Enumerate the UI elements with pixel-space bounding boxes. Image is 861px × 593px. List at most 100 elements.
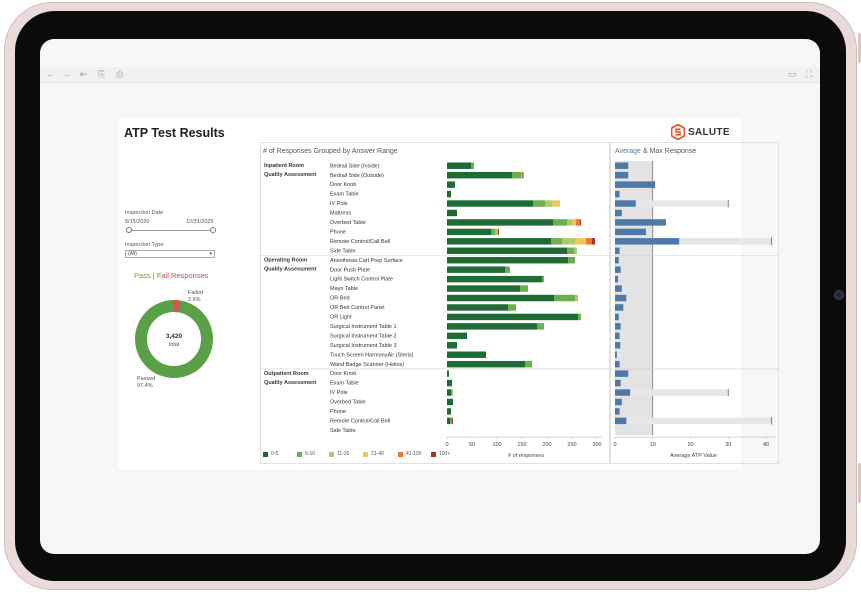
response-bar-segment[interactable]: [562, 238, 575, 245]
avg-response-bar[interactable]: [615, 351, 617, 358]
date-slider-end-handle[interactable]: [210, 227, 216, 233]
legend-item[interactable]: 11-20: [329, 451, 349, 457]
response-bar-segment[interactable]: [447, 171, 512, 179]
response-bar-segment[interactable]: [471, 162, 474, 169]
response-bar-segment[interactable]: [447, 266, 505, 273]
response-bar-segment[interactable]: [592, 238, 595, 245]
avg-response-bar[interactable]: [615, 342, 621, 349]
legend-item[interactable]: 100+: [431, 451, 450, 457]
max-response-bar[interactable]: [615, 389, 729, 396]
response-bar-segment[interactable]: [447, 408, 451, 415]
response-bar-segment[interactable]: [495, 228, 498, 236]
avg-response-bar[interactable]: [615, 313, 619, 321]
response-bar-segment[interactable]: [568, 257, 575, 264]
response-bar-segment[interactable]: [447, 162, 471, 169]
response-bar-segment[interactable]: [447, 294, 554, 302]
date-range-slider[interactable]: [128, 230, 214, 231]
response-bar-segment[interactable]: [447, 304, 508, 311]
response-bar-segment[interactable]: [522, 171, 524, 179]
avg-response-bar[interactable]: [615, 360, 620, 368]
avg-response-bar[interactable]: [615, 190, 620, 198]
response-bar-segment[interactable]: [508, 304, 516, 311]
avg-response-bar[interactable]: [615, 181, 655, 188]
response-bar-segment[interactable]: [447, 247, 567, 254]
legend-item[interactable]: 6-10: [297, 451, 315, 457]
comment-icon[interactable]: ▭: [788, 69, 797, 79]
response-bar-segment[interactable]: [447, 398, 453, 406]
fullscreen-icon[interactable]: ⛶: [806, 69, 813, 79]
response-bar-segment[interactable]: [447, 219, 553, 226]
legend-item[interactable]: 0-5: [263, 451, 278, 457]
response-bar-segment[interactable]: [447, 342, 457, 349]
avg-response-bar[interactable]: [615, 200, 636, 207]
response-bar-segment[interactable]: [452, 389, 453, 396]
avg-response-bar[interactable]: [615, 332, 620, 340]
response-bar-segment[interactable]: [447, 417, 450, 425]
response-bar-segment[interactable]: [491, 228, 495, 236]
response-bar-segment[interactable]: [447, 238, 551, 245]
max-response-bar[interactable]: [615, 200, 729, 207]
response-bar-segment[interactable]: [447, 313, 578, 321]
forward-arrow-icon[interactable]: →: [62, 69, 71, 79]
response-bar-segment[interactable]: [537, 323, 544, 330]
response-bar-segment[interactable]: [525, 360, 532, 368]
response-bar-segment[interactable]: [447, 332, 467, 340]
response-bar-segment[interactable]: [520, 285, 528, 292]
legend-item[interactable]: 21-40: [363, 451, 384, 457]
response-bar-segment[interactable]: [447, 285, 520, 292]
avg-response-bar[interactable]: [615, 379, 621, 387]
avg-response-bar[interactable]: [615, 304, 624, 311]
avg-response-bar[interactable]: [615, 209, 622, 217]
donut-fail-slice[interactable]: [135, 300, 213, 378]
response-bar-segment[interactable]: [575, 238, 586, 245]
avg-response-bar[interactable]: [615, 257, 619, 264]
avg-response-bar[interactable]: [615, 285, 622, 292]
response-bar-segment[interactable]: [574, 247, 577, 254]
response-bar-segment[interactable]: [572, 219, 576, 226]
response-bar-segment[interactable]: [447, 190, 451, 198]
response-bar-segment[interactable]: [447, 323, 537, 330]
response-bar-segment[interactable]: [553, 219, 567, 226]
response-bar-segment[interactable]: [447, 370, 449, 377]
response-bar-segment[interactable]: [551, 238, 562, 245]
avg-response-bar[interactable]: [615, 323, 621, 330]
copy-icon[interactable]: ⎘: [98, 69, 106, 79]
response-bar-segment[interactable]: [447, 257, 568, 264]
avg-response-bar[interactable]: [615, 370, 629, 377]
avg-response-bar[interactable]: [615, 162, 629, 169]
share-icon[interactable]: ⎙: [116, 69, 124, 79]
avg-response-bar[interactable]: [615, 238, 680, 245]
response-bar-segment[interactable]: [567, 247, 574, 254]
response-bar-segment[interactable]: [521, 171, 523, 179]
date-slider-start-handle[interactable]: [126, 227, 132, 233]
response-bar-segment[interactable]: [450, 417, 452, 425]
response-bar-segment[interactable]: [533, 200, 545, 207]
avg-response-bar[interactable]: [615, 266, 621, 273]
response-bar-segment[interactable]: [447, 200, 533, 207]
response-bar-segment[interactable]: [580, 219, 581, 226]
max-response-bar[interactable]: [615, 417, 772, 425]
response-bar-segment[interactable]: [576, 219, 580, 226]
response-bar-segment[interactable]: [505, 266, 510, 273]
response-bar-segment[interactable]: [447, 181, 455, 188]
response-bar-segment[interactable]: [552, 200, 560, 207]
avg-response-bar[interactable]: [615, 294, 627, 302]
response-bar-segment[interactable]: [498, 228, 499, 236]
legend-item[interactable]: 41-100: [398, 451, 422, 457]
response-bar-segment[interactable]: [586, 238, 592, 245]
response-bar-segment[interactable]: [447, 360, 525, 368]
max-response-bar[interactable]: [615, 238, 772, 245]
avg-response-bar[interactable]: [615, 417, 627, 425]
skip-back-icon[interactable]: ⇤: [80, 69, 88, 79]
avg-response-bar[interactable]: [615, 389, 631, 396]
response-bar-segment[interactable]: [578, 313, 581, 321]
response-bar-segment[interactable]: [554, 294, 575, 302]
response-bar-segment[interactable]: [447, 228, 491, 236]
avg-response-bar[interactable]: [615, 228, 646, 236]
response-bar-segment[interactable]: [542, 275, 544, 283]
response-bar-segment[interactable]: [447, 379, 452, 387]
back-arrow-icon[interactable]: ←: [46, 69, 55, 79]
response-bar-segment[interactable]: [451, 389, 452, 396]
avg-response-bar[interactable]: [615, 398, 622, 406]
avg-response-bar[interactable]: [615, 171, 629, 179]
